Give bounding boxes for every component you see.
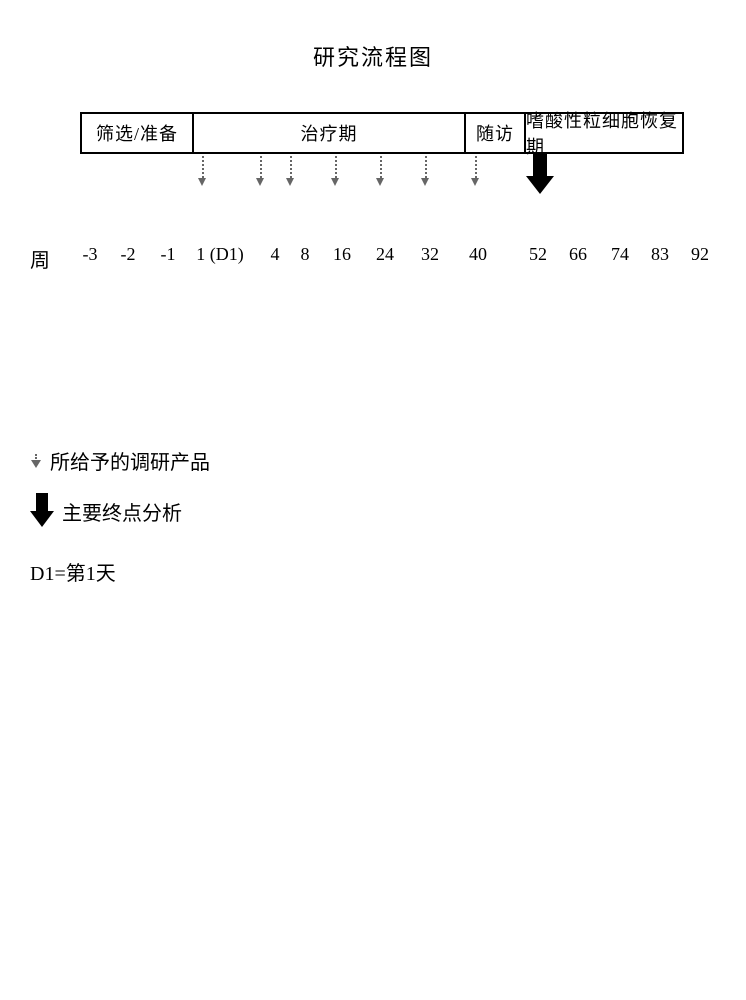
dose-arrow-icon (30, 454, 42, 468)
week-label: 92 (691, 244, 709, 265)
week-label: 40 (469, 244, 487, 265)
week-label: 66 (569, 244, 587, 265)
diagram-title: 研究流程图 (20, 40, 726, 72)
week-label: 16 (333, 244, 351, 265)
legend-d1-row: D1=第1天 (30, 557, 210, 586)
week-label: -3 (83, 244, 98, 265)
week-label: 1 (D1) (196, 244, 244, 265)
legend-product-label: 所给予的调研产品 (50, 446, 210, 475)
phase-recovery: 嗜酸性粒细胞恢复期 (526, 114, 682, 152)
phase-bar: 筛选/准备 治疗期 随访 嗜酸性粒细胞恢复期 (80, 112, 684, 154)
week-label: 52 (529, 244, 547, 265)
dosing-ticks (80, 154, 680, 194)
legend-d1-label: D1=第1天 (30, 557, 116, 586)
week-label: 24 (376, 244, 394, 265)
endpoint-arrow-icon (30, 493, 54, 529)
week-label: 4 (271, 244, 280, 265)
legend-endpoint-row: 主要终点分析 (30, 493, 210, 529)
phase-screening: 筛选/准备 (82, 114, 194, 152)
week-axis-label: 周 (30, 244, 50, 273)
study-flow-diagram: 筛选/准备 治疗期 随访 嗜酸性粒细胞恢复期 周 -3-2-11 (D1)481… (80, 112, 726, 274)
week-label: -1 (161, 244, 176, 265)
week-label: -2 (121, 244, 136, 265)
week-label: 74 (611, 244, 629, 265)
week-label: 83 (651, 244, 669, 265)
week-label: 32 (421, 244, 439, 265)
legend-product-row: 所给予的调研产品 (30, 446, 210, 475)
week-label: 8 (301, 244, 310, 265)
primary-endpoint-arrow (530, 154, 550, 194)
phase-followup: 随访 (466, 114, 526, 152)
week-axis: 周 -3-2-11 (D1)48162432405266748392 (80, 244, 680, 274)
legend: 所给予的调研产品 主要终点分析 D1=第1天 (30, 440, 210, 586)
phase-treatment: 治疗期 (194, 114, 466, 152)
legend-endpoint-label: 主要终点分析 (62, 497, 182, 526)
